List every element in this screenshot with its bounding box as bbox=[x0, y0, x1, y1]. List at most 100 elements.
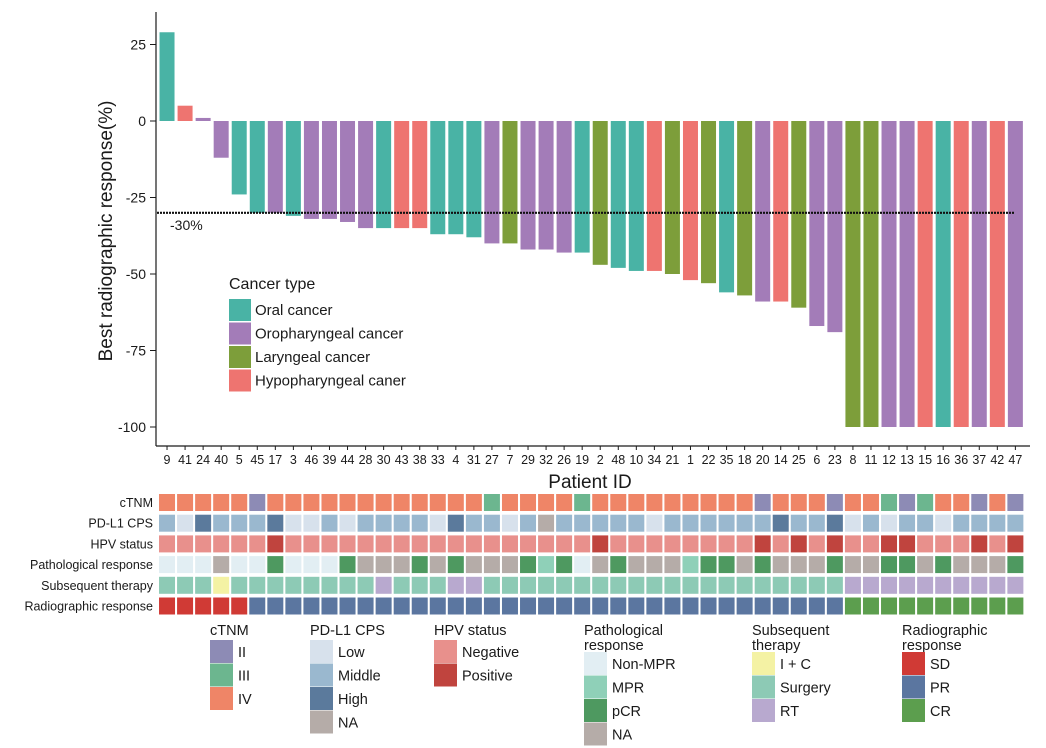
heatmap-cell bbox=[953, 514, 970, 532]
heatmap-cell bbox=[628, 556, 645, 574]
heatmap-cell bbox=[375, 576, 392, 594]
heatmap-cell bbox=[321, 556, 338, 574]
heatmap-cell bbox=[899, 597, 916, 615]
heatmap-row-label: HPV status bbox=[90, 537, 153, 551]
x-tick-label: 40 bbox=[214, 453, 228, 467]
heatmap-cell bbox=[772, 514, 789, 532]
heatmap-cell bbox=[393, 535, 410, 553]
threshold-layer: -30% bbox=[157, 211, 1014, 233]
heatmap-cell bbox=[1007, 535, 1024, 553]
bar-patient-15 bbox=[917, 121, 933, 427]
x-tick-label: 16 bbox=[936, 453, 950, 467]
heatmap-cell bbox=[646, 514, 663, 532]
x-tick-label: 9 bbox=[164, 453, 171, 467]
heatmap-cell bbox=[772, 576, 789, 594]
heatmap-cell bbox=[159, 494, 176, 511]
bar-patient-48 bbox=[610, 121, 626, 268]
heatmap-legend-title: HPV status bbox=[434, 623, 507, 639]
heatmap-cell bbox=[321, 535, 338, 553]
heatmap-cell bbox=[899, 494, 916, 511]
heatmap-legend-label: Middle bbox=[338, 669, 381, 685]
heatmap-cell bbox=[953, 576, 970, 594]
heatmap-cell bbox=[231, 597, 248, 615]
heatmap-cell bbox=[556, 535, 573, 553]
x-tick-label: 8 bbox=[849, 453, 856, 467]
heatmap-legend-title: response bbox=[902, 638, 962, 654]
heatmap-cell bbox=[357, 535, 374, 553]
bar-patient-1 bbox=[682, 121, 698, 281]
x-tick-label: 33 bbox=[431, 453, 445, 467]
heatmap-cell bbox=[953, 535, 970, 553]
heatmap-cell bbox=[881, 535, 898, 553]
heatmap-cell bbox=[917, 535, 934, 553]
heatmap-legend-swatch bbox=[752, 675, 775, 699]
legend-label: Oropharyngeal cancer bbox=[255, 326, 403, 343]
bar-patient-43 bbox=[394, 121, 410, 229]
bar-patient-32 bbox=[538, 121, 554, 250]
heatmap-cell bbox=[411, 556, 428, 574]
x-tick-label: 45 bbox=[250, 453, 264, 467]
legend-swatch bbox=[229, 346, 251, 368]
heatmap-cell bbox=[303, 556, 320, 574]
heatmap-cell bbox=[249, 556, 266, 574]
heatmap-cell bbox=[195, 494, 212, 511]
heatmap-cell bbox=[862, 514, 879, 532]
x-tick-label: 38 bbox=[413, 453, 427, 467]
bar-patient-21 bbox=[664, 121, 680, 274]
heatmap-legend-label: SD bbox=[930, 657, 950, 673]
heatmap-cell bbox=[790, 494, 807, 511]
legend-swatch bbox=[229, 322, 251, 345]
heatmap-cell bbox=[754, 597, 771, 615]
heatmap-cell bbox=[772, 556, 789, 574]
heatmap-legend-swatch bbox=[210, 640, 233, 663]
x-tick-label: 30 bbox=[377, 453, 391, 467]
x-tick-label: 28 bbox=[359, 453, 373, 467]
y-tick-label: -50 bbox=[126, 266, 146, 282]
x-tick-label: 48 bbox=[611, 453, 625, 467]
heatmap-cell bbox=[971, 514, 988, 532]
heatmap-cell bbox=[520, 576, 537, 594]
heatmap-cell bbox=[501, 514, 518, 532]
heatmap-cell bbox=[159, 514, 176, 532]
x-tick-label: 29 bbox=[521, 453, 535, 467]
heatmap-cell bbox=[754, 576, 771, 594]
heatmap-cell bbox=[592, 576, 609, 594]
heatmap-cell bbox=[501, 597, 518, 615]
heatmap-cell bbox=[862, 494, 879, 511]
bar-patient-37 bbox=[971, 121, 987, 427]
heatmap-cell bbox=[700, 514, 717, 532]
heatmap-cell bbox=[321, 597, 338, 615]
heatmap-cell bbox=[447, 514, 464, 532]
heatmap-cell bbox=[213, 556, 230, 574]
heatmap-cell bbox=[646, 535, 663, 553]
heatmap-cell bbox=[249, 535, 266, 553]
x-tick-label: 14 bbox=[774, 453, 788, 467]
bar-patient-35 bbox=[719, 121, 735, 293]
heatmap-cell bbox=[592, 494, 609, 511]
heatmap-cell bbox=[249, 576, 266, 594]
heatmap-cell bbox=[664, 514, 681, 532]
bar-patient-14 bbox=[773, 121, 789, 302]
heatmap-cell bbox=[971, 494, 988, 511]
heatmap-cell bbox=[483, 576, 500, 594]
heatmap-cell bbox=[682, 556, 699, 574]
x-tick-label: 22 bbox=[702, 453, 716, 467]
heatmap-cell bbox=[971, 556, 988, 574]
heatmap-cell bbox=[339, 514, 356, 532]
heatmap-cell bbox=[411, 576, 428, 594]
bar-patient-23 bbox=[827, 121, 843, 333]
x-tick-label: 12 bbox=[882, 453, 896, 467]
heatmap-cell bbox=[195, 576, 212, 594]
heatmap-cell bbox=[700, 576, 717, 594]
heatmap-cell bbox=[826, 556, 843, 574]
heatmap-cell bbox=[610, 494, 627, 511]
heatmap-cell bbox=[935, 494, 952, 511]
legend-label: Hypopharyngeal caner bbox=[255, 373, 406, 390]
bar-patient-47 bbox=[1007, 121, 1023, 427]
heatmap-cell bbox=[267, 514, 284, 532]
heatmap-cell bbox=[844, 514, 861, 532]
heatmap-legend-label: CR bbox=[930, 704, 951, 720]
heatmap-cell bbox=[393, 576, 410, 594]
bar-patient-28 bbox=[358, 121, 374, 229]
heatmap-cell bbox=[574, 535, 591, 553]
